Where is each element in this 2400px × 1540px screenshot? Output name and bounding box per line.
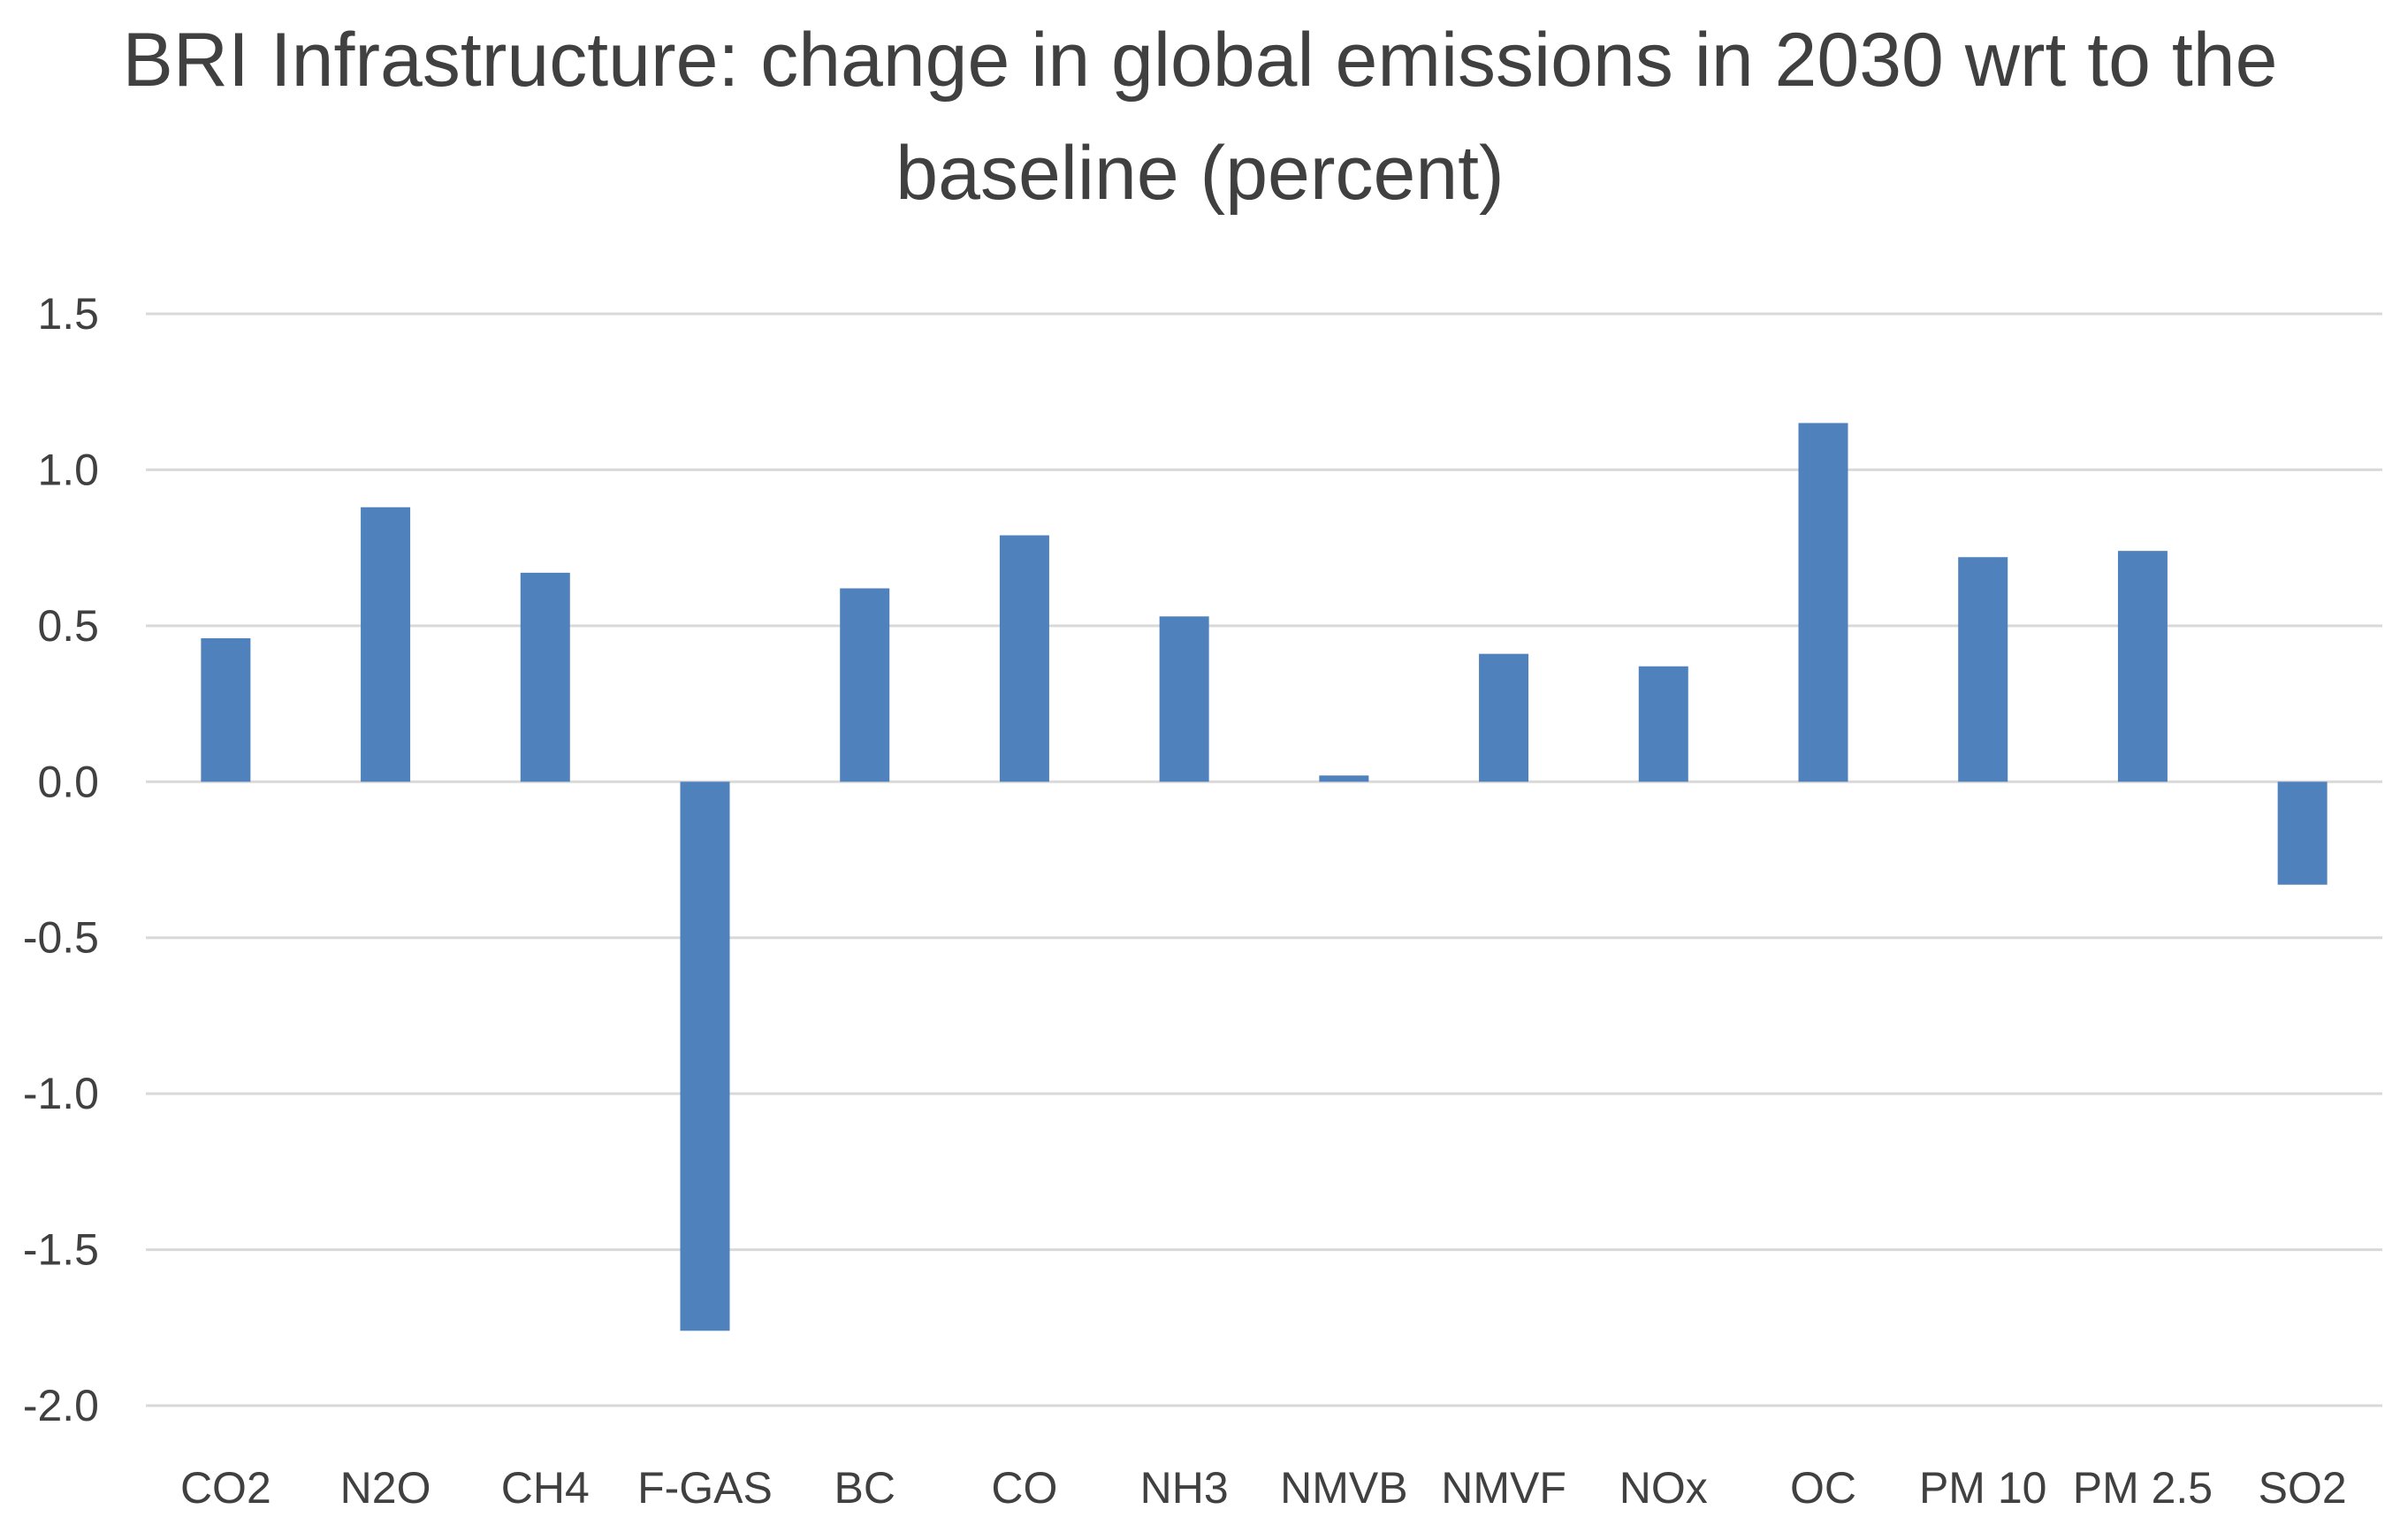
y-axis-tick-labels: 1.5 1.0 0.5 0.0 -0.5 -1.0 -1.5 -2.0 [23,289,99,1430]
bar-f-gas [680,781,730,1331]
y-tick-label: 0.0 [37,757,99,806]
bar-nh3 [1159,616,1209,782]
x-category-label: OC [1790,1463,1856,1513]
bar-ch4 [520,572,570,782]
x-category-label: PM 2.5 [2073,1463,2213,1513]
x-axis-category-labels: CO2 N2O CH4 F-GAS BC CO NH3 NMVB NMVF NOx OC PM 10 P… [180,1463,2347,1513]
bar-nmvb [1319,775,1369,782]
y-tick-label: 0.5 [37,601,99,651]
bar-bc [840,588,890,782]
y-tick-label: -1.5 [23,1225,99,1275]
bar-oc [1798,423,1848,782]
y-tick-label: 1.5 [37,289,99,339]
x-category-label: NOx [1619,1463,1708,1513]
chart-title-line-1: BRI Infrastructure: change in global emi… [122,18,2278,103]
y-tick-label: -0.5 [23,913,99,963]
y-tick-label: 1.0 [37,445,99,494]
x-category-label: NMVB [1280,1463,1407,1513]
gridlines [146,312,2382,1407]
x-category-label: NMVF [1441,1463,1566,1513]
bar-nmvf [1479,653,1529,782]
x-category-label: NH3 [1140,1463,1229,1513]
x-category-label: BC [834,1463,895,1513]
bar-nox [1638,666,1688,782]
x-category-label: SO2 [2259,1463,2347,1513]
y-tick-label: -2.0 [23,1381,99,1430]
bar-n2o [361,507,411,782]
bar-so2 [2277,781,2328,885]
chart-title: BRI Infrastructure: change in global emi… [0,0,2400,230]
bar-pm-2-5 [2117,551,2168,782]
x-category-label: PM 10 [1919,1463,2047,1513]
x-category-label: CO [991,1463,1057,1513]
bar-co2 [201,637,251,782]
x-category-label: F-GAS [637,1463,773,1513]
y-tick-label: -1.0 [23,1069,99,1118]
x-category-label: CO2 [180,1463,271,1513]
x-category-label: CH4 [501,1463,590,1513]
bar-co [999,535,1049,782]
bar-pm-10 [1958,557,2008,782]
x-category-label: N2O [340,1463,431,1513]
chart-title-line-2: baseline (percent) [895,131,1505,216]
bars [201,423,2328,1331]
